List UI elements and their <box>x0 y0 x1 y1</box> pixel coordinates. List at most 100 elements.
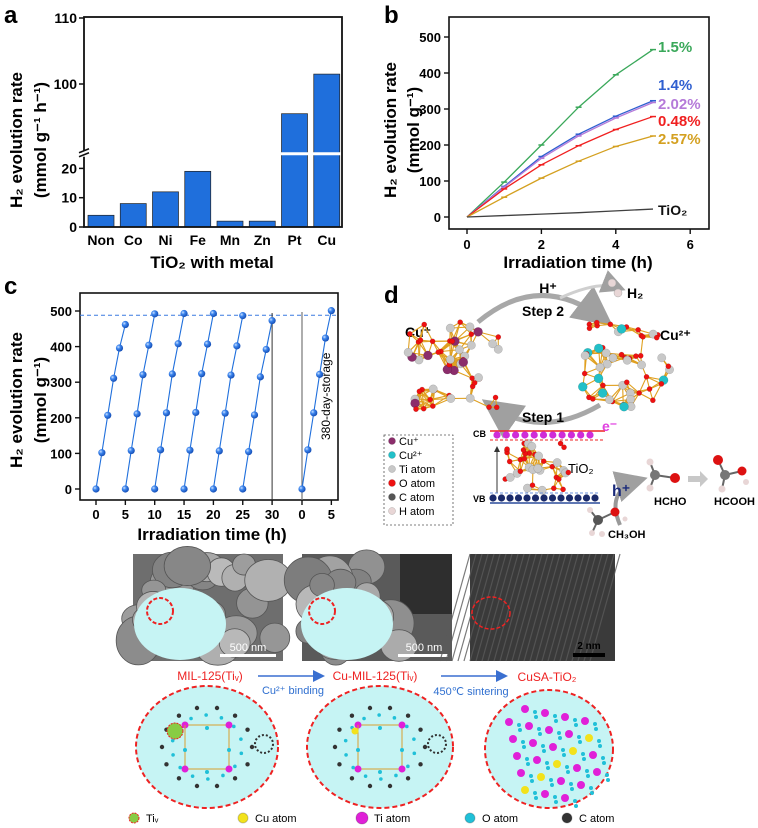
data-point <box>321 334 330 342</box>
bar-pt <box>281 113 308 228</box>
data-point <box>304 446 312 454</box>
o-atom <box>586 774 590 778</box>
hole-icon <box>582 494 591 502</box>
o-atom <box>534 715 538 719</box>
c-atom <box>194 705 200 711</box>
y-tick-label: 100 <box>419 174 441 189</box>
data-point <box>233 342 241 350</box>
o-atom <box>362 716 366 721</box>
series-line <box>466 101 654 218</box>
series-label: 1.4% <box>658 77 692 94</box>
cb-label: CB <box>473 429 486 439</box>
data-point <box>127 446 135 455</box>
legend-label: Cu²⁺ <box>399 450 423 462</box>
o-atom <box>549 463 556 470</box>
bond <box>626 381 640 394</box>
o-atom <box>449 338 456 345</box>
bar-cu <box>313 73 341 228</box>
lattice-fringe <box>553 553 585 662</box>
series-line <box>466 208 654 218</box>
bar-ni <box>152 191 179 228</box>
o-atom <box>574 804 578 808</box>
panel-e-synthesis: 500 nm 500 nm 2 nm MIL-125(Tiᵥ) Cu²⁺ bin… <box>115 546 621 825</box>
bond <box>419 324 425 341</box>
electron-icon <box>521 431 529 439</box>
ti-atom <box>581 717 589 725</box>
linker-ring <box>427 734 447 754</box>
ti-atom <box>445 355 455 364</box>
c-atom <box>418 727 423 732</box>
o-atom <box>233 764 237 769</box>
o-atom <box>493 404 500 411</box>
plot-frame <box>83 16 343 228</box>
y-tick-label: 400 <box>50 340 72 355</box>
data-point <box>298 485 306 493</box>
oxidation-arrow <box>612 471 648 526</box>
o-atom <box>582 757 586 761</box>
highlight-circle <box>146 597 174 625</box>
o-atom <box>554 800 558 804</box>
x-tick-label: 5 <box>122 507 129 522</box>
o-atom <box>522 745 526 749</box>
o-atom <box>590 791 594 795</box>
series-label: 1.5% <box>658 39 692 56</box>
o-atom <box>239 751 244 756</box>
o-atom <box>550 485 557 492</box>
o-atom <box>178 765 182 770</box>
y-tick-label: 0 <box>65 482 72 497</box>
sem-image-mil125: 500 nm <box>115 546 293 666</box>
c-atom <box>214 783 220 789</box>
o-atom <box>589 396 596 402</box>
electron-label: e⁻ <box>602 418 617 434</box>
ti-atom <box>521 705 529 713</box>
y-tick-label: 10 <box>61 190 77 206</box>
c-atom <box>164 762 169 767</box>
ti-atom <box>527 441 537 451</box>
o-atom <box>405 724 409 729</box>
cycle-line <box>212 315 244 490</box>
ti-atom <box>602 359 612 369</box>
o-atom <box>529 482 536 489</box>
o-atom <box>521 455 528 462</box>
o-atom <box>412 751 417 756</box>
o-atom <box>574 723 578 727</box>
legend-label: O atom <box>482 813 518 825</box>
o-atom <box>658 381 665 387</box>
h2-molecule-icon <box>607 278 617 288</box>
lattice-fringe <box>535 553 567 662</box>
scale-bar <box>398 654 448 657</box>
o-atom <box>562 753 566 757</box>
data-point <box>133 410 141 418</box>
step1-label: Step 1 <box>522 409 564 425</box>
ti-atom <box>549 743 557 751</box>
o-atom <box>392 716 397 720</box>
cu-atom <box>521 786 529 794</box>
ti-atom <box>657 353 667 363</box>
cycle-line <box>242 320 273 490</box>
axis-break-gap <box>312 152 341 156</box>
bond <box>638 376 648 394</box>
chart-a-ylabel-unit: (mmol g⁻¹ h⁻¹) <box>31 82 50 198</box>
data-point <box>250 411 259 419</box>
ti-atom <box>517 769 525 777</box>
hole-icon <box>591 494 599 502</box>
legend-label: Ti atom <box>399 464 435 476</box>
cu-plus-atom <box>473 327 483 337</box>
lattice-fringe <box>565 553 597 662</box>
o-atom <box>506 458 513 465</box>
x-tick-label: 20 <box>206 507 220 522</box>
series-line <box>466 49 654 218</box>
c-atom <box>194 783 200 789</box>
o-atom <box>534 796 538 800</box>
data-point <box>310 409 318 417</box>
plot-frame <box>448 16 710 230</box>
x-tick-label: Mn <box>220 232 240 248</box>
data-point <box>268 317 276 325</box>
stage-2-label: Cu-MIL-125(Tiᵥ) <box>333 669 418 683</box>
x-tick-label: 0 <box>92 507 99 522</box>
o-atom <box>589 786 593 790</box>
chart-c-stability: H₂ evolution rate (mmol g⁻¹) Irradiation… <box>7 292 339 544</box>
hole-icon <box>514 494 523 502</box>
o-atom <box>605 773 609 777</box>
